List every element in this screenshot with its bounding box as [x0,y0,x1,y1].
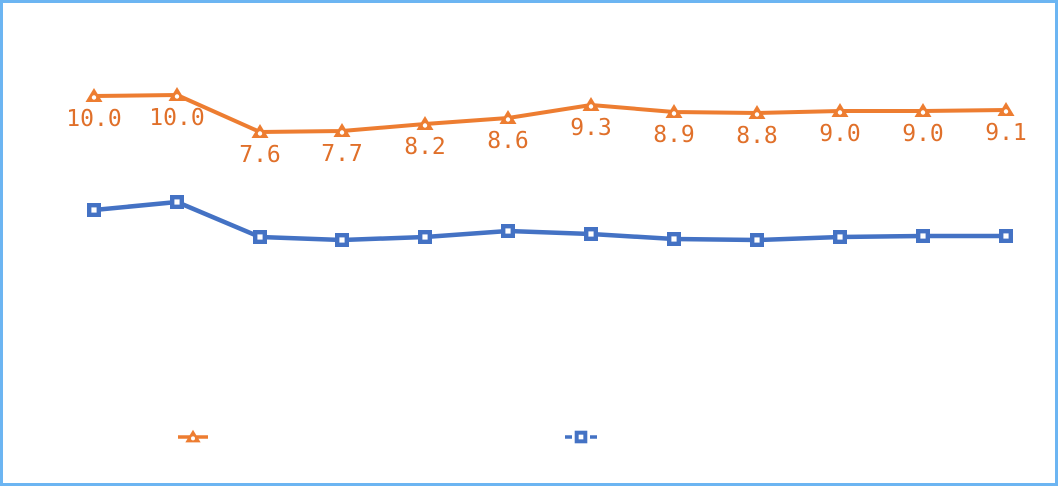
orange-growth-rate-series-point-marker-3 [251,124,269,138]
orange-growth-rate-series-point-marker-6 [499,110,517,124]
orange-growth-rate-series-data-label-12: 9.1 [985,120,1027,146]
orange-growth-rate-series-data-label-4: 7.7 [321,141,363,167]
orange-growth-rate-series-point-marker-12 [997,102,1015,116]
orange-growth-rate-series-point-marker-8 [665,104,683,118]
orange-growth-rate-series-point-marker-1-inner-dot [91,95,97,100]
orange-growth-rate-series-data-label-5: 8.2 [404,134,446,160]
orange-growth-rate-series-point-marker-2 [168,87,186,101]
line-chart-figure: 10.0 10.0 7.6 7.7 8.2 8.6 9.3 8.9 8.8 9.0 9.0 9.1 [3,3,1055,483]
blue-level-series-point-marker-11-inner-dot [920,233,926,239]
legend-triangle-marker-orange-growth-rate-series-inner-dot [191,436,195,441]
orange-growth-rate-series-point-marker-6-inner-dot [505,117,511,122]
blue-level-series-line [91,199,1009,243]
orange-growth-rate-series-point-marker-4-inner-dot [339,130,345,135]
orange-growth-rate-series-data-label-11: 9.0 [902,121,944,147]
legend-square-marker-blue-level-series-inner-dot [578,434,584,440]
blue-level-series-point-marker-1-inner-dot [91,207,97,213]
blue-level-series-point-marker-2-inner-dot [174,199,180,205]
orange-growth-rate-series-data-label-8: 8.9 [653,122,695,148]
blue-level-series-point-marker-5-inner-dot [422,234,428,240]
orange-growth-rate-series-point-marker-9-inner-dot [754,112,760,117]
blue-level-series-point-marker-12-inner-dot [1003,233,1009,239]
legend-triangle-marker-orange-growth-rate-series [185,429,201,443]
orange-growth-rate-series-point-marker-11 [914,103,932,117]
orange-growth-rate-series-point-marker-11-inner-dot [920,110,926,115]
orange-growth-rate-series-point-marker-7-inner-dot [588,104,594,109]
orange-growth-rate-series-data-label-2: 10.0 [149,105,204,131]
orange-growth-rate-series-point-marker-3-inner-dot [257,131,263,136]
blue-level-series-point-marker-10-inner-dot [837,234,843,240]
orange-growth-rate-series-data-label-9: 8.8 [736,123,778,149]
orange-growth-rate-series-point-marker-9 [748,105,766,119]
blue-level-series-point-marker-6-inner-dot [505,228,511,234]
orange-growth-rate-series-point-marker-10-inner-dot [837,110,843,115]
orange-growth-rate-series-point-marker-4 [333,123,351,137]
blue-level-series-point-marker-4-inner-dot [339,237,345,243]
orange-growth-rate-series-data-label-10: 9.0 [819,121,861,147]
orange-growth-rate-series-point-marker-1 [85,88,103,102]
orange-growth-rate-series-point-marker-10 [831,103,849,117]
orange-growth-rate-series-point-marker-2-inner-dot [174,94,180,99]
orange-growth-rate-series-point-marker-8-inner-dot [671,111,677,116]
chart-canvas: 10.0 10.0 7.6 7.7 8.2 8.6 9.3 8.9 8.8 9.0 9.0 9.1 [66,87,1027,444]
orange-growth-rate-series-point-marker-12-inner-dot [1003,109,1009,114]
orange-growth-rate-series-data-label-7: 9.3 [570,115,612,141]
orange-growth-rate-series-data-label-6: 8.6 [487,128,529,154]
orange-growth-rate-series-point-marker-5-inner-dot [422,123,428,128]
blue-level-series-point-marker-8-inner-dot [671,236,677,242]
blue-level-series-point-marker-7-inner-dot [588,231,594,237]
orange-growth-rate-series-point-marker-7 [582,97,600,111]
orange-growth-rate-series-line [92,93,1008,134]
blue-level-series-point-marker-3-inner-dot [257,234,263,240]
orange-growth-rate-series-data-label-1: 10.0 [66,106,121,132]
orange-growth-rate-series-data-label-3: 7.6 [239,142,281,168]
orange-growth-rate-series-point-marker-5 [416,116,434,130]
blue-level-series-point-marker-9-inner-dot [754,237,760,243]
